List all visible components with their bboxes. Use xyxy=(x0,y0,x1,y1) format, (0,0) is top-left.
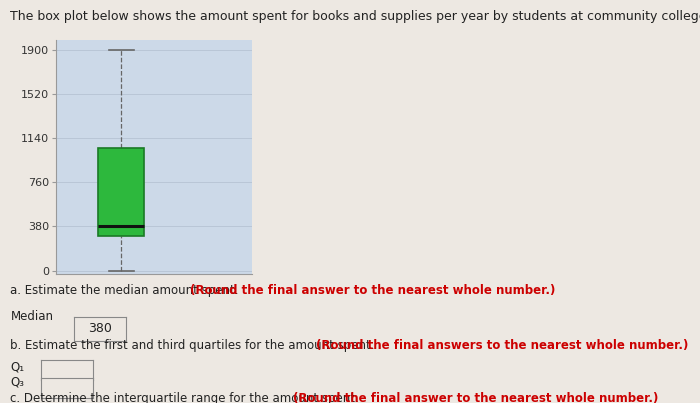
Text: Q₁: Q₁ xyxy=(10,361,25,374)
Text: Q₃: Q₃ xyxy=(10,376,25,389)
Text: c. Determine the interquartile range for the amount spent.: c. Determine the interquartile range for… xyxy=(10,392,363,403)
Text: Median: Median xyxy=(10,310,53,323)
Text: 380: 380 xyxy=(88,322,112,335)
Text: (Round the final answer to the nearest whole number.): (Round the final answer to the nearest w… xyxy=(293,392,658,403)
Bar xyxy=(99,148,144,236)
Text: a. Estimate the median amount spent.: a. Estimate the median amount spent. xyxy=(10,284,243,297)
Text: (Round the final answer to the nearest whole number.): (Round the final answer to the nearest w… xyxy=(190,284,556,297)
Text: The box plot below shows the amount spent for books and supplies per year by stu: The box plot below shows the amount spen… xyxy=(10,10,700,23)
Text: (Round the final answers to the nearest whole number.): (Round the final answers to the nearest … xyxy=(316,339,689,352)
Text: b. Estimate the first and third quartiles for the amount spent.: b. Estimate the first and third quartile… xyxy=(10,339,379,352)
